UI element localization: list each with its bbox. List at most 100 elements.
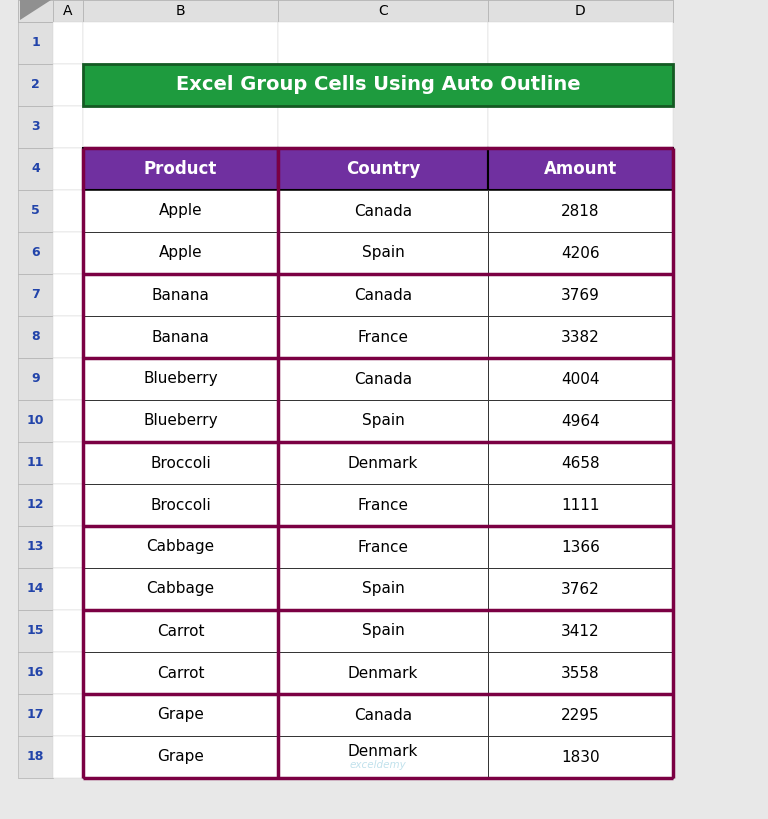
Bar [18,442,53,484]
Text: 4: 4 [31,162,40,175]
Bar [83,610,278,652]
Bar [83,358,278,400]
Bar [83,610,278,652]
Text: 3382: 3382 [561,329,600,345]
Bar [278,568,488,610]
Text: Cabbage: Cabbage [147,581,214,596]
Bar [53,694,83,736]
Text: Carrot: Carrot [157,666,204,681]
Bar [488,106,673,148]
Bar [278,526,488,568]
Bar [488,610,673,652]
Bar [83,568,278,610]
Text: 3558: 3558 [561,666,600,681]
Bar [488,0,673,22]
Bar [488,526,673,568]
Bar [488,190,673,232]
Bar [83,526,278,568]
Bar [488,148,673,190]
Bar [488,484,673,526]
Text: Canada: Canada [354,203,412,219]
Text: 1830: 1830 [561,749,600,764]
Bar [83,232,278,274]
Bar [278,400,488,442]
Bar [83,0,278,22]
Bar [278,316,488,358]
Text: 18: 18 [27,750,45,763]
Text: Excel Group Cells Using Auto Outline: Excel Group Cells Using Auto Outline [176,75,581,94]
Text: Broccoli: Broccoli [150,455,211,470]
Bar [488,274,673,316]
Bar [278,694,488,736]
Bar [488,316,673,358]
Text: B: B [176,4,185,18]
Bar [488,232,673,274]
Bar [83,442,278,484]
Text: Grape: Grape [157,708,204,722]
Bar [278,484,488,526]
Bar [278,22,488,64]
Bar [83,274,278,316]
Bar [53,22,83,64]
Bar [53,316,83,358]
Bar [18,106,53,148]
Bar [18,652,53,694]
Bar [18,316,53,358]
Text: 1111: 1111 [561,497,600,513]
Text: A: A [63,4,73,18]
Bar [83,652,278,694]
Bar [278,64,488,106]
Bar [488,232,673,274]
Bar [83,316,278,358]
Bar [488,64,673,106]
Bar [83,400,278,442]
Bar [488,400,673,442]
Bar [83,190,278,232]
Bar [83,526,278,568]
Bar [83,232,278,274]
Text: France: France [357,540,409,554]
Bar [278,0,488,22]
Bar [488,442,673,484]
Bar [18,400,53,442]
Bar [18,22,53,64]
Text: 2818: 2818 [561,203,600,219]
Bar [488,358,673,400]
Bar [278,442,488,484]
Text: 2295: 2295 [561,708,600,722]
Bar [488,190,673,232]
Bar [488,736,673,778]
Text: Broccoli: Broccoli [150,497,211,513]
Text: 4964: 4964 [561,414,600,428]
Text: 11: 11 [27,456,45,469]
Bar [278,484,488,526]
Bar [278,358,488,400]
Bar [278,148,488,190]
Text: Canada: Canada [354,287,412,302]
Text: 7: 7 [31,288,40,301]
Bar [488,274,673,316]
Bar [278,190,488,232]
Text: 13: 13 [27,541,45,554]
Bar [278,652,488,694]
Bar [83,190,278,232]
Text: D: D [575,4,586,18]
Bar [488,610,673,652]
Text: Carrot: Carrot [157,623,204,639]
Bar [488,526,673,568]
Text: France: France [357,329,409,345]
Bar [488,736,673,778]
Bar [18,148,53,190]
Bar [488,400,673,442]
Bar [53,652,83,694]
Bar [83,694,278,736]
Bar [83,274,278,316]
Bar [53,358,83,400]
Text: 12: 12 [27,499,45,512]
Text: Spain: Spain [362,414,405,428]
Bar [278,190,488,232]
Bar [18,0,673,22]
Bar [53,64,83,106]
Bar [83,484,278,526]
Text: Banana: Banana [151,287,210,302]
